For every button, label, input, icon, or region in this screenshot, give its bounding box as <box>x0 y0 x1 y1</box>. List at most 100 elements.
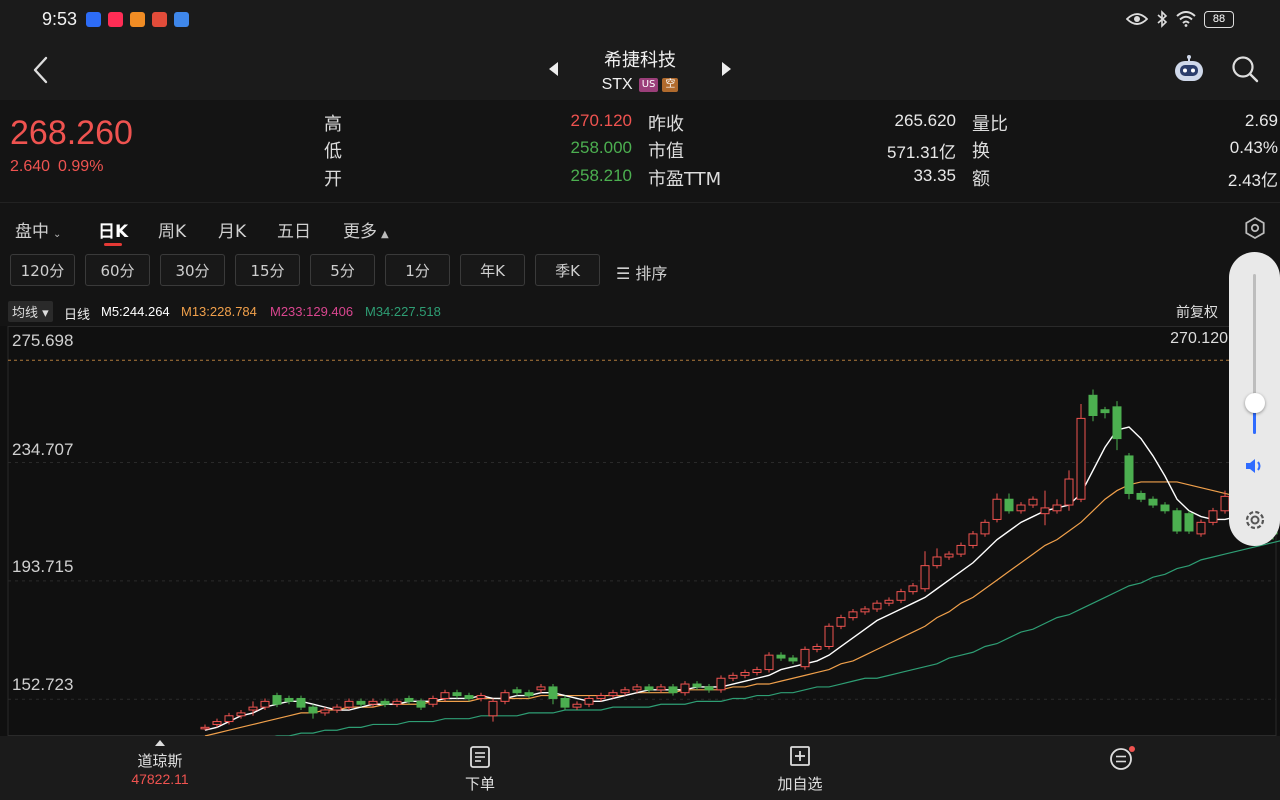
wifi-icon <box>1176 11 1196 27</box>
index-value: 47822.11 <box>131 771 189 787</box>
candle-up <box>1208 510 1218 523</box>
sort-button[interactable]: ☰ 排序 <box>616 264 668 283</box>
indicator-type-label: 均线 <box>12 306 39 321</box>
candle-up <box>848 611 858 619</box>
mail-notification-icon <box>152 12 167 27</box>
candle-down <box>1004 498 1014 512</box>
index-ticker[interactable]: 道琼斯 47822.11 <box>110 736 210 800</box>
candle-down <box>1100 409 1110 414</box>
candle-up <box>836 617 846 627</box>
price-adjustment-toggle[interactable]: 前复权 <box>1176 305 1218 321</box>
period-120min-button[interactable]: 120分 <box>10 254 75 286</box>
prev-close-label: 昨收 <box>648 114 684 135</box>
candle-down <box>272 695 282 705</box>
candle-up <box>632 686 642 691</box>
candle-up <box>260 700 270 708</box>
candle-down <box>1172 510 1182 532</box>
candle-up <box>368 700 378 705</box>
tab-more[interactable]: 更多 ▲ <box>343 217 389 242</box>
period-1min-button[interactable]: 1分 <box>385 254 450 286</box>
candle-up <box>212 721 222 725</box>
period-yearly-button[interactable]: 年K <box>460 254 525 286</box>
candle-up <box>200 726 210 730</box>
amount-value: 2.43亿 <box>1227 171 1278 190</box>
candle-up <box>392 700 402 705</box>
tab-session[interactable]: 盘中 ⌄ <box>15 217 61 242</box>
volume-slider-track[interactable] <box>1253 274 1256 434</box>
robot-assistant-icon[interactable] <box>1172 54 1206 84</box>
low-value: 258.000 <box>570 138 632 157</box>
chart-settings-icon[interactable] <box>1243 216 1267 240</box>
candle-down <box>284 697 294 702</box>
open-value: 258.210 <box>570 166 632 185</box>
candle-up <box>860 608 870 613</box>
tab-daily-k[interactable]: 日K <box>98 222 129 242</box>
candle-up <box>896 591 906 601</box>
previous-stock-button[interactable] <box>549 62 558 76</box>
menu-circle-icon <box>1110 746 1135 770</box>
candle-up <box>572 703 582 708</box>
candle-up <box>596 695 606 699</box>
index-name: 道琼斯 <box>137 752 183 770</box>
status-bar: 9:53 88 <box>0 0 1280 40</box>
period-60min-button[interactable]: 60分 <box>85 254 150 286</box>
sound-settings-icon[interactable] <box>1242 507 1268 533</box>
add-watchlist-button[interactable]: 加自选 <box>760 736 840 800</box>
tab-monthly-k[interactable]: 月K <box>218 222 247 242</box>
tab-session-label: 盘中 <box>15 222 49 242</box>
candle-down <box>296 697 306 708</box>
candle-down <box>788 657 798 662</box>
period-high-label: 270.120 <box>1170 330 1228 347</box>
browser-notification-icon <box>174 12 189 27</box>
candle-up <box>920 565 930 590</box>
turnover-label: 换 <box>972 141 990 162</box>
candle-up <box>344 700 354 708</box>
period-5min-button[interactable]: 5分 <box>310 254 375 286</box>
candle-up <box>752 669 762 673</box>
order-button[interactable]: 下单 <box>440 736 520 800</box>
more-menu-button[interactable] <box>1100 736 1144 800</box>
next-stock-button[interactable] <box>722 62 731 76</box>
candle-up <box>956 544 966 555</box>
candle-up <box>932 556 942 567</box>
ma233-value: M233:129.406 <box>270 304 354 319</box>
kline-chart[interactable]: 275.698 234.707 193.715 152.723 270.120 <box>0 326 1280 736</box>
candle-down <box>560 697 570 708</box>
candle-up <box>440 692 450 699</box>
candle-down <box>776 654 786 659</box>
period-15min-button[interactable]: 15分 <box>235 254 300 286</box>
chart-frame <box>7 326 1277 736</box>
period-selector: 120分 60分 30分 15分 5分 1分 年K 季K ☰ 排序 <box>0 250 1280 294</box>
candle-down <box>1160 504 1170 512</box>
speaker-icon[interactable] <box>1243 456 1267 476</box>
amount-label: 额 <box>972 169 990 190</box>
search-icon[interactable] <box>1230 54 1260 84</box>
ma5-value: M5:244.264 <box>101 304 170 319</box>
stock-header: 希捷科技 STX US 空 <box>0 40 1280 100</box>
candle-up <box>236 712 246 717</box>
tab-weekly-k[interactable]: 周K <box>158 222 187 242</box>
period-30min-button[interactable]: 30分 <box>160 254 225 286</box>
candle-up <box>728 674 738 679</box>
candle-up <box>656 686 666 691</box>
status-indicators: 88 <box>1126 10 1234 28</box>
price-change: 2.640 0.99% <box>10 158 103 176</box>
indicator-type-dropdown[interactable]: 均线 ▾ <box>8 301 53 322</box>
volume-slider-knob[interactable] <box>1245 393 1265 413</box>
candle-up <box>716 677 726 691</box>
tab-five-day[interactable]: 五日 <box>277 222 311 242</box>
candle-up <box>680 683 690 694</box>
candle-down <box>524 692 534 697</box>
back-arrow-icon[interactable] <box>28 52 56 88</box>
pe-value: 33.35 <box>913 166 956 185</box>
expand-up-icon <box>155 740 165 746</box>
media-notification-icon <box>130 12 145 27</box>
candle-up <box>944 553 954 558</box>
candle-up <box>1028 498 1038 506</box>
candle-up <box>608 692 618 697</box>
candle-up <box>908 585 918 593</box>
candle-down <box>452 692 462 697</box>
period-quarterly-button[interactable]: 季K <box>535 254 600 286</box>
candle-up <box>1040 507 1050 515</box>
candle-up <box>620 689 630 694</box>
